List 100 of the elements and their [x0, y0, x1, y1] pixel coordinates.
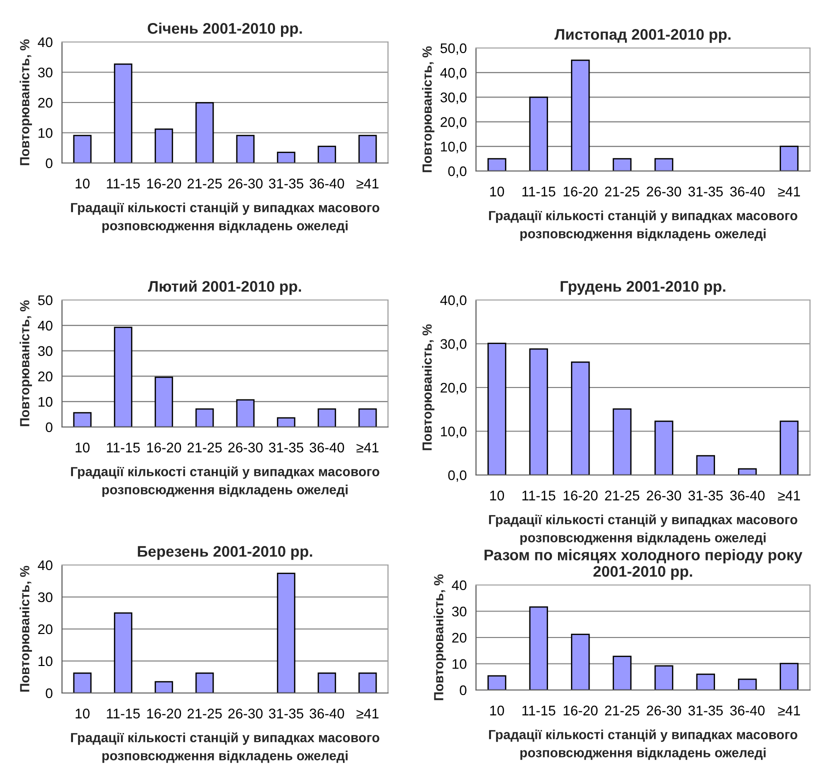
x-tick-label: 31-35 — [268, 708, 304, 718]
x-tick-label: 10 — [76, 442, 90, 452]
chart-title: Січень 2001-2010 рр. — [148, 22, 302, 37]
bar — [195, 408, 214, 427]
bar — [73, 134, 92, 163]
y-tick-label: 10,0 — [441, 142, 466, 154]
x-tick-label: 16-20 — [147, 442, 182, 452]
bar — [114, 612, 132, 693]
bar — [114, 326, 132, 427]
x-tick-label: 21-25 — [605, 490, 640, 500]
bar — [780, 146, 799, 171]
bar — [195, 672, 214, 693]
chart-title: Листопад 2001-2010 рр. — [554, 29, 731, 43]
bar — [276, 417, 296, 427]
x-tick-label: ≥41 — [778, 186, 800, 196]
x-tick-label: ≥41 — [356, 178, 378, 188]
x-axis-title: Градації кількості станцій у випадках масового розповсюдження відкладень ожеледі — [71, 466, 380, 497]
x-tick-label: 26-30 — [228, 442, 263, 452]
bar — [358, 408, 377, 427]
bar — [358, 134, 377, 163]
bar — [114, 63, 132, 163]
x-tick-label: 21-25 — [605, 186, 640, 196]
y-tick-label: 30,0 — [440, 92, 466, 104]
y-tick-label: 0 — [46, 158, 52, 168]
x-tick-label: 21-25 — [188, 178, 222, 188]
x-tick-label: 11-15 — [106, 442, 140, 452]
x-tick-label: 10 — [490, 706, 504, 716]
x-tick-label: 36-40 — [730, 186, 765, 196]
y-tick-label: 30 — [38, 346, 52, 356]
x-tick-label: 10 — [490, 186, 504, 196]
x-tick-label: 26-30 — [228, 178, 263, 188]
x-tick-label: 26-30 — [228, 708, 263, 718]
x-axis-title: Градації кількості станцій у випадках масового розповсюдження відкладень ожеледі — [489, 514, 798, 545]
x-tick-label: 36-40 — [730, 490, 765, 500]
y-tick-label: 30,0 — [440, 339, 466, 351]
y-axis-title: Повторюваність, % — [20, 39, 32, 166]
x-tick-label: 16-20 — [564, 186, 598, 196]
x-tick-label: ≥41 — [356, 708, 378, 718]
y-tick-label: 30 — [38, 68, 52, 78]
y-axis-title: Повторюваність, % — [434, 574, 446, 700]
bar — [696, 455, 716, 475]
bar — [780, 662, 799, 690]
x-tick-label: 16-20 — [564, 490, 598, 500]
bar — [654, 158, 674, 171]
bar — [654, 665, 674, 690]
bar — [236, 399, 255, 427]
x-tick-label: ≥41 — [356, 442, 378, 452]
y-tick-label: 20 — [452, 632, 466, 643]
x-tick-label: 31-35 — [268, 442, 304, 452]
y-tick-label: 10 — [452, 659, 466, 669]
chart-title: Березень 2001-2010 рр. — [138, 546, 312, 560]
y-tick-label: 40,0 — [440, 295, 466, 307]
x-tick-label: 16-20 — [147, 708, 182, 718]
bar — [570, 362, 590, 475]
x-tick-label: 21-25 — [188, 442, 222, 452]
bar — [529, 606, 548, 690]
bar — [73, 412, 92, 427]
bar — [570, 634, 590, 690]
y-tick-label: 40 — [452, 580, 466, 590]
y-axis-title: Повторюваність, % — [422, 46, 434, 172]
x-axis-title: Градації кількості станцій у випадках масового розповсюдження відкладень ожеледі — [71, 732, 380, 763]
x-axis-title: Градації кількості станцій у випадках масового розповсюдження відкладень ожеледі — [489, 729, 798, 760]
x-tick-label: 10 — [76, 708, 90, 718]
bar — [487, 675, 506, 690]
x-tick-label: 36-40 — [310, 178, 344, 188]
y-tick-label: 10 — [38, 656, 52, 666]
x-tick-label: 11-15 — [522, 706, 556, 716]
chart-title: Разом по місяцях холодного періоду року 2001-2010 рр. — [484, 549, 802, 580]
y-tick-label: 0 — [46, 422, 52, 432]
y-tick-label: 0 — [460, 685, 466, 696]
y-tick-label: 10 — [38, 396, 52, 407]
y-tick-label: 20,0 — [440, 382, 466, 394]
bar — [612, 656, 632, 690]
bar — [358, 672, 377, 693]
bar — [654, 420, 674, 475]
x-tick-label: ≥41 — [778, 706, 800, 716]
x-tick-label: 26-30 — [646, 186, 682, 196]
bar — [318, 408, 336, 427]
x-tick-label: 11-15 — [106, 708, 140, 718]
y-tick-label: 10 — [38, 128, 52, 138]
x-tick-label: 10 — [490, 490, 504, 500]
x-axis-title: Градації кількості станцій у випадках масового розповсюдження відкладень ожеледі — [71, 202, 380, 233]
y-tick-label: 30 — [38, 592, 52, 602]
x-tick-label: 31-35 — [268, 178, 304, 188]
bar — [738, 468, 757, 475]
x-tick-label: 31-35 — [688, 186, 723, 196]
bar — [529, 348, 548, 475]
y-tick-label: 0,0 — [448, 470, 466, 482]
y-tick-label: 30 — [452, 606, 466, 616]
x-tick-label: 16-20 — [147, 178, 182, 188]
x-tick-label: 16-20 — [564, 706, 598, 716]
y-axis-title: Повторюваність, % — [422, 324, 434, 450]
y-tick-label: 40 — [38, 320, 52, 331]
x-tick-label: 21-25 — [188, 708, 222, 718]
x-tick-label: 36-40 — [310, 708, 344, 718]
x-tick-label: 21-25 — [605, 706, 640, 716]
bar — [154, 128, 174, 163]
bar — [154, 681, 174, 693]
bar — [276, 572, 296, 693]
x-tick-label: 11-15 — [106, 178, 140, 188]
